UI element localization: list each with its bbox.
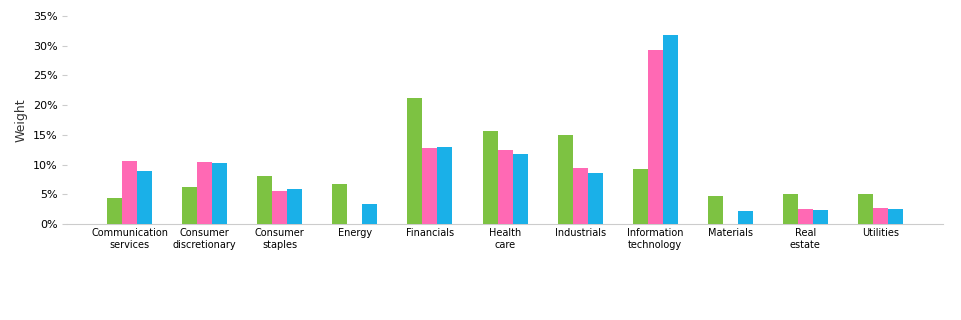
Bar — [662, 35, 678, 224]
Bar — [872, 208, 887, 224]
Bar — [857, 194, 872, 224]
Bar — [212, 164, 227, 224]
Bar — [422, 148, 437, 224]
Bar — [632, 169, 647, 224]
Bar — [812, 210, 827, 224]
Bar — [707, 196, 722, 224]
Bar — [587, 173, 602, 224]
Bar — [557, 135, 572, 224]
Bar — [257, 176, 272, 224]
Bar — [647, 51, 662, 224]
Bar — [407, 98, 422, 224]
Bar — [107, 198, 122, 224]
Legend: Russell 1000 Value TR USD, MSCI USA Enhanced Value GR USD, S&P 500 TR USD: Russell 1000 Value TR USD, MSCI USA Enha… — [234, 317, 775, 320]
Bar — [572, 168, 587, 224]
Bar — [137, 171, 152, 224]
Bar — [332, 184, 347, 224]
Bar — [737, 211, 752, 224]
Bar — [287, 189, 302, 224]
Bar — [482, 131, 497, 224]
Bar — [782, 194, 797, 224]
Bar — [272, 191, 287, 224]
Bar — [362, 204, 377, 224]
Bar — [797, 209, 812, 224]
Bar — [197, 162, 212, 224]
Bar — [887, 209, 902, 224]
Bar — [437, 147, 452, 224]
Bar — [122, 161, 137, 224]
Bar — [497, 150, 512, 224]
Bar — [182, 187, 197, 224]
Bar — [512, 155, 527, 224]
Y-axis label: Weight: Weight — [14, 98, 27, 142]
